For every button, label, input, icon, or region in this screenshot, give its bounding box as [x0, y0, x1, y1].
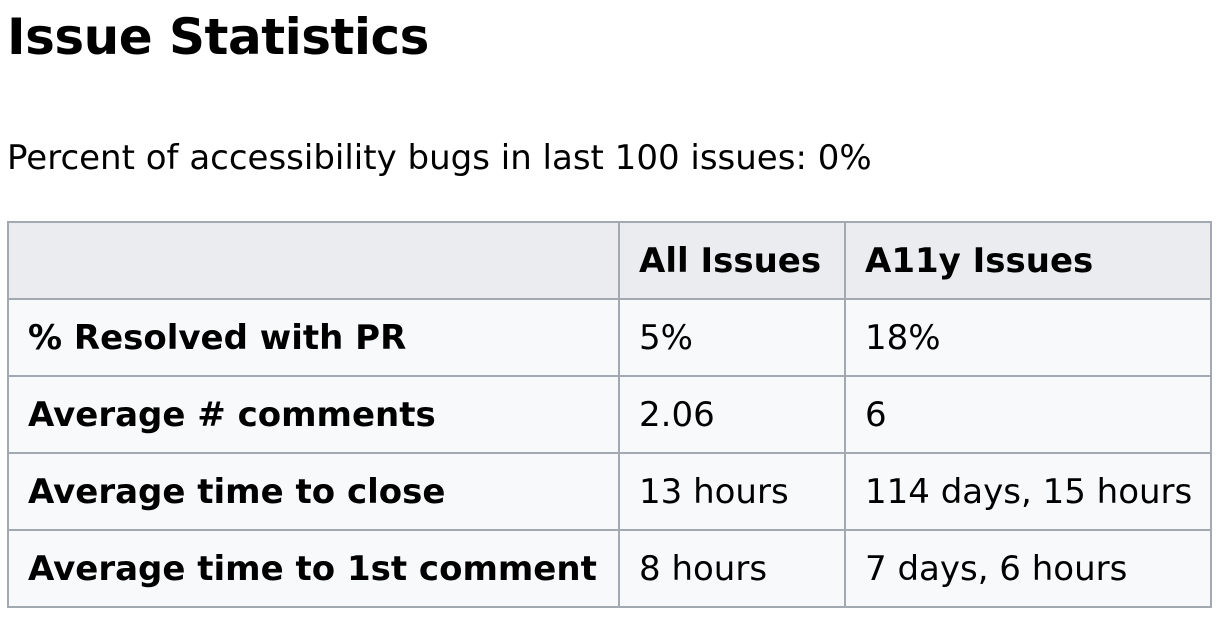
a11y-issues-value: 6: [844, 375, 1212, 454]
header-a11y-issues: A11y Issues: [844, 221, 1212, 300]
table-row: Average time to close 13 hours 114 days,…: [7, 452, 1212, 531]
all-issues-value: 13 hours: [618, 452, 846, 531]
row-label-average-time-to-close: Average time to close: [7, 452, 620, 531]
table-row: Average time to 1st comment 8 hours 7 da…: [7, 529, 1212, 608]
table-header-row: All Issues A11y Issues: [7, 221, 1212, 300]
a11y-issues-value: 114 days, 15 hours: [844, 452, 1212, 531]
row-label-average-comments: Average # comments: [7, 375, 620, 454]
header-empty-cell: [7, 221, 620, 300]
page-title: Issue Statistics: [7, 8, 429, 66]
a11y-issues-value: 18%: [844, 298, 1212, 377]
row-label-resolved-with-pr: % Resolved with PR: [7, 298, 620, 377]
all-issues-value: 2.06: [618, 375, 846, 454]
table-row: Average # comments 2.06 6: [7, 375, 1212, 454]
a11y-issues-value: 7 days, 6 hours: [844, 529, 1212, 608]
all-issues-value: 5%: [618, 298, 846, 377]
header-all-issues: All Issues: [618, 221, 846, 300]
all-issues-value: 8 hours: [618, 529, 846, 608]
table-row: % Resolved with PR 5% 18%: [7, 298, 1212, 377]
accessibility-bug-percent: Percent of accessibility bugs in last 10…: [7, 138, 872, 178]
row-label-average-time-to-first-comment: Average time to 1st comment: [7, 529, 620, 608]
issue-statistics-table: All Issues A11y Issues % Resolved with P…: [7, 221, 1212, 608]
